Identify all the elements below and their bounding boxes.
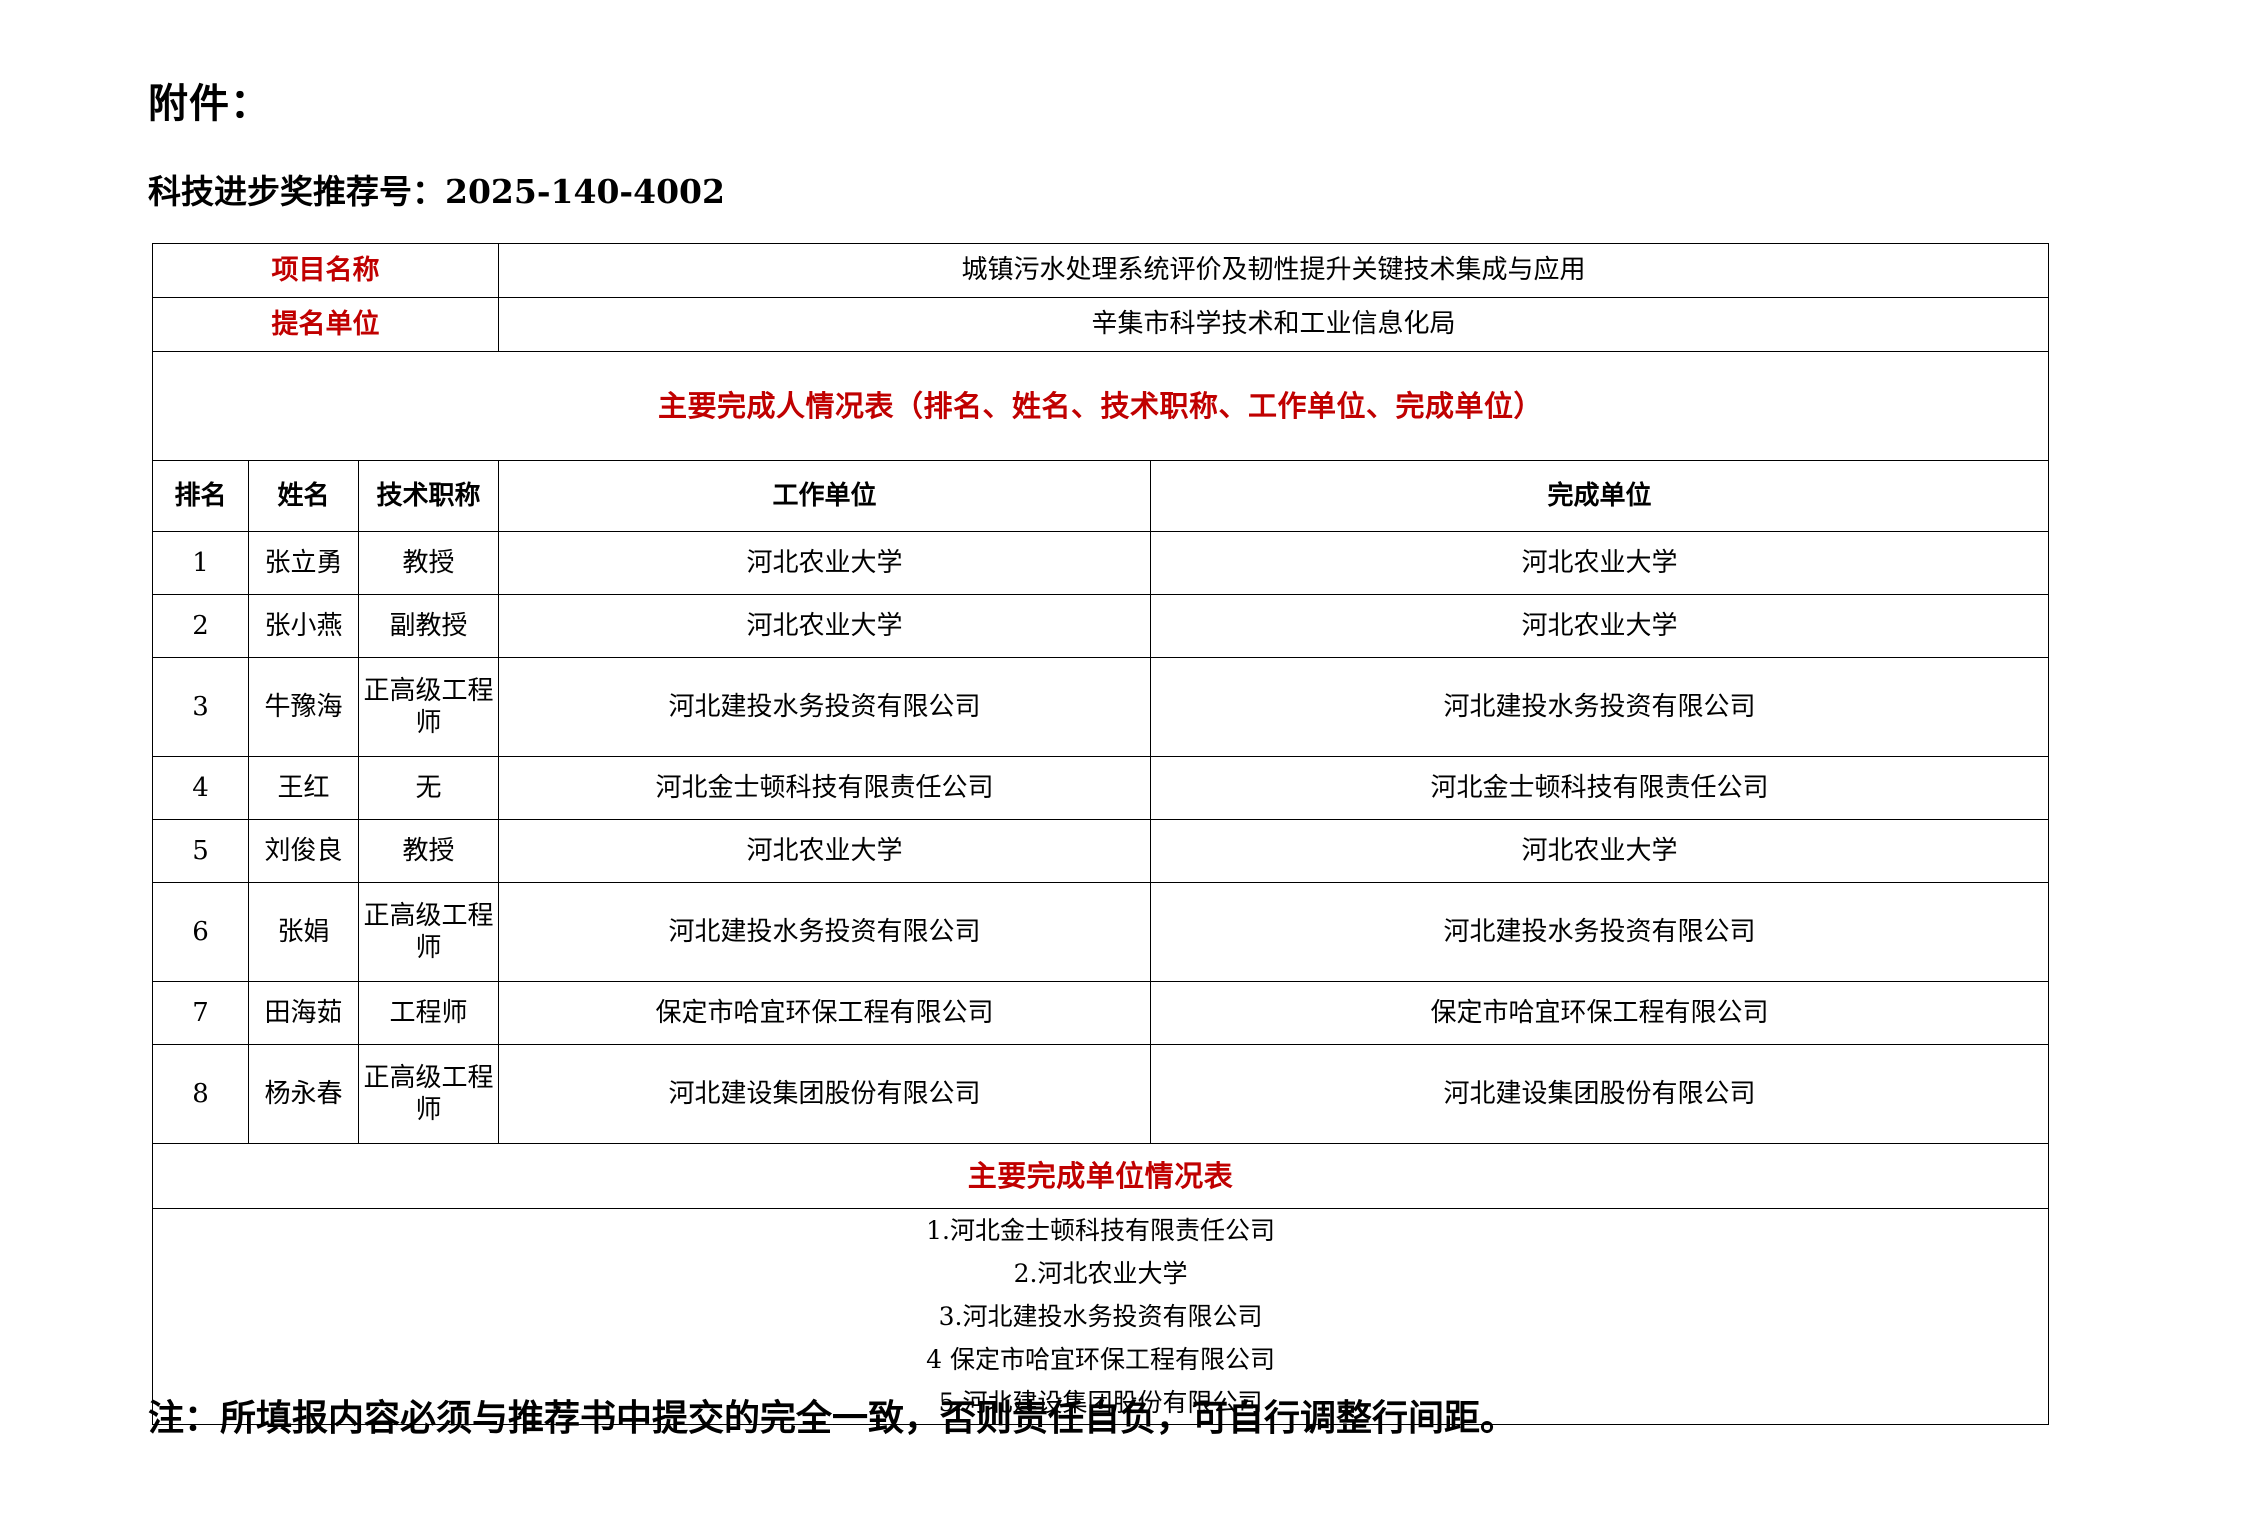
col-header-work-unit: 工作单位 [498, 460, 1152, 532]
people-table-header-row: 排名 姓名 技术职称 工作单位 完成单位 [152, 460, 2050, 532]
cell-completion-unit: 河北建投水务投资有限公司 [1150, 657, 2050, 757]
cell-rank: 7 [152, 981, 249, 1045]
people-section-title: 主要完成人情况表（排名、姓名、技术职称、工作单位、完成单位） [658, 388, 1544, 423]
project-name-label-cell: 项目名称 [151, 243, 500, 298]
table-row: 6 张娟 正高级工程师 河北建投水务投资有限公司 河北建投水务投资有限公司 [152, 882, 2050, 982]
cell-completion-unit: 河北建设集团股份有限公司 [1150, 1044, 2050, 1144]
project-name-label: 项目名称 [271, 254, 380, 286]
cell-name: 张小燕 [248, 594, 359, 658]
cell-name: 杨永春 [248, 1044, 359, 1144]
units-section-title-row: 主要完成单位情况表 [151, 1143, 2050, 1209]
cell-title: 教授 [357, 819, 500, 883]
recommendation-number-line: 科技进步奖推荐号：2025-140-4002 [148, 175, 725, 208]
cell-title: 正高级工程师 [357, 882, 500, 982]
cell-title: 无 [357, 756, 500, 820]
list-item: 1.河北金士顿科技有限责任公司 [926, 1216, 1275, 1245]
cell-title: 教授 [357, 531, 500, 595]
cell-rank: 6 [152, 882, 249, 982]
cell-work-unit: 河北建投水务投资有限公司 [498, 882, 1152, 982]
nominating-unit-label: 提名单位 [271, 308, 380, 340]
cell-rank: 1 [152, 531, 249, 595]
nominating-unit-row: 提名单位 辛集市科学技术和工业信息化局 [151, 297, 2050, 352]
cell-completion-unit: 河北农业大学 [1150, 594, 2050, 658]
col-header-name: 姓名 [248, 460, 359, 532]
nominating-unit-value-cell: 辛集市科学技术和工业信息化局 [498, 297, 2050, 352]
cell-rank: 2 [152, 594, 249, 658]
units-section-title-cell: 主要完成单位情况表 [151, 1143, 2050, 1209]
col-header-title: 技术职称 [357, 460, 500, 532]
cell-title: 副教授 [357, 594, 500, 658]
table-row: 2 张小燕 副教授 河北农业大学 河北农业大学 [152, 594, 2050, 658]
cell-work-unit: 河北农业大学 [498, 819, 1152, 883]
footer-note: 注：所填报内容必须与推荐书中提交的完全一致，否则责任自负，可自行调整行间距。 [148, 1397, 1517, 1439]
list-item: 3.河北建投水务投资有限公司 [938, 1302, 1263, 1331]
cell-name: 刘俊良 [248, 819, 359, 883]
cell-name: 张立勇 [248, 531, 359, 595]
nominating-unit-label-cell: 提名单位 [151, 297, 500, 352]
cell-work-unit: 保定市哈宜环保工程有限公司 [498, 981, 1152, 1045]
cell-completion-unit: 保定市哈宜环保工程有限公司 [1150, 981, 2050, 1045]
cell-work-unit: 河北农业大学 [498, 594, 1152, 658]
cell-rank: 5 [152, 819, 249, 883]
recommendation-number-prefix: 科技进步奖推荐号： [148, 172, 445, 211]
project-name-row: 项目名称 城镇污水处理系统评价及韧性提升关键技术集成与应用 [151, 243, 2050, 298]
table-row: 7 田海茹 工程师 保定市哈宜环保工程有限公司 保定市哈宜环保工程有限公司 [152, 981, 2050, 1045]
list-item: 5.河北建设集团股份有限公司 [938, 1388, 1263, 1417]
cell-rank: 8 [152, 1044, 249, 1144]
cell-rank: 3 [152, 657, 249, 757]
units-section-title: 主要完成单位情况表 [967, 1158, 1234, 1193]
table-row: 4 王红 无 河北金士顿科技有限责任公司 河北金士顿科技有限责任公司 [152, 756, 2050, 820]
cell-name: 田海茹 [248, 981, 359, 1045]
col-header-rank: 排名 [152, 460, 249, 532]
cell-completion-unit: 河北金士顿科技有限责任公司 [1150, 756, 2050, 820]
people-section-title-row: 主要完成人情况表（排名、姓名、技术职称、工作单位、完成单位） [151, 351, 2050, 461]
table-row: 1 张立勇 教授 河北农业大学 河北农业大学 [152, 531, 2050, 595]
units-list-cell: 1.河北金士顿科技有限责任公司 2.河北农业大学 3.河北建投水务投资有限公司 … [151, 1208, 2050, 1425]
cell-work-unit: 河北建投水务投资有限公司 [498, 657, 1152, 757]
project-name-value-cell: 城镇污水处理系统评价及韧性提升关键技术集成与应用 [498, 243, 2050, 298]
table-row: 3 牛豫海 正高级工程师 河北建投水务投资有限公司 河北建投水务投资有限公司 [152, 657, 2050, 757]
cell-name: 张娟 [248, 882, 359, 982]
table-row: 5 刘俊良 教授 河北农业大学 河北农业大学 [152, 819, 2050, 883]
cell-completion-unit: 河北农业大学 [1150, 819, 2050, 883]
cell-title: 正高级工程师 [357, 657, 500, 757]
units-list-row: 1.河北金士顿科技有限责任公司 2.河北农业大学 3.河北建投水务投资有限公司 … [151, 1208, 2050, 1425]
cell-title: 工程师 [357, 981, 500, 1045]
cell-completion-unit: 河北建投水务投资有限公司 [1150, 882, 2050, 982]
cell-work-unit: 河北金士顿科技有限责任公司 [498, 756, 1152, 820]
cell-title: 正高级工程师 [357, 1044, 500, 1144]
award-recommendation-table: 项目名称 城镇污水处理系统评价及韧性提升关键技术集成与应用 提名单位 辛集市科学… [151, 243, 2050, 1425]
list-item: 2.河北农业大学 [1013, 1259, 1188, 1288]
table-row: 8 杨永春 正高级工程师 河北建设集团股份有限公司 河北建设集团股份有限公司 [152, 1044, 2050, 1144]
project-name-value: 城镇污水处理系统评价及韧性提升关键技术集成与应用 [961, 255, 1586, 286]
cell-work-unit: 河北建设集团股份有限公司 [498, 1044, 1152, 1144]
col-header-completion-unit: 完成单位 [1150, 460, 2050, 532]
cell-name: 王红 [248, 756, 359, 820]
nominating-unit-value: 辛集市科学技术和工业信息化局 [1091, 309, 1456, 340]
cell-rank: 4 [152, 756, 249, 820]
people-section-title-cell: 主要完成人情况表（排名、姓名、技术职称、工作单位、完成单位） [151, 351, 2050, 461]
cell-completion-unit: 河北农业大学 [1150, 531, 2050, 595]
attachment-label: 附件： [148, 80, 271, 127]
recommendation-number-value: 2025-140-4002 [445, 172, 725, 211]
cell-name: 牛豫海 [248, 657, 359, 757]
cell-work-unit: 河北农业大学 [498, 531, 1152, 595]
list-item: 4 保定市哈宜环保工程有限公司 [926, 1345, 1275, 1374]
